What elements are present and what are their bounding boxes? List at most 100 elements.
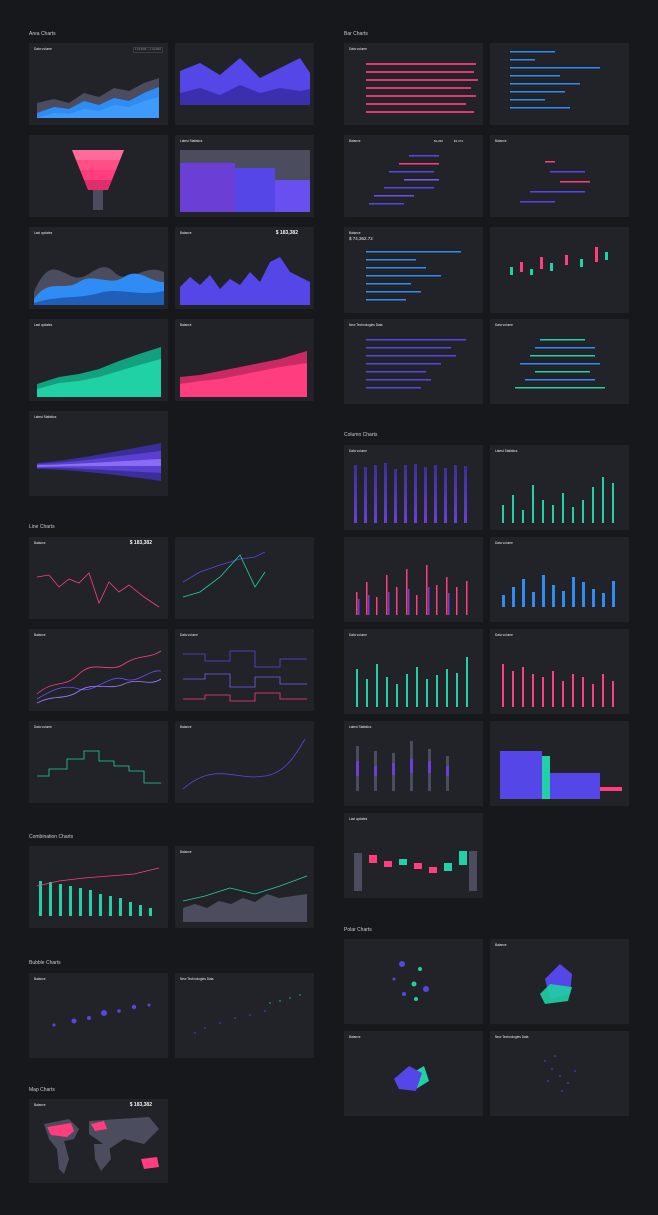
col	[602, 477, 604, 523]
bar	[109, 896, 112, 916]
col	[386, 677, 388, 707]
bubble	[101, 1010, 107, 1016]
chart-bubble-1	[52, 1003, 151, 1027]
range-bar	[515, 387, 605, 389]
bar	[69, 886, 72, 916]
date-range-button[interactable]: 1 Jul 2015 — 1 Jul 2016	[132, 47, 163, 53]
card-title: Balance	[495, 943, 507, 947]
col	[562, 591, 565, 607]
card-area-indigo-2: Balance $ 183,382	[175, 227, 314, 309]
point	[567, 1082, 569, 1084]
card-col-pink	[344, 537, 483, 622]
stream-inner	[37, 459, 161, 467]
col	[446, 766, 449, 776]
col	[456, 673, 458, 707]
card-title: Balance	[180, 323, 192, 327]
step-purple-3	[275, 180, 310, 212]
col	[446, 577, 448, 615]
cols-blue	[502, 575, 615, 607]
bar	[366, 371, 426, 373]
bar	[366, 275, 441, 277]
card-bar-indigo: New Technologies Data	[344, 319, 483, 404]
cols-purple	[358, 587, 450, 615]
card-bar-blue-2: Balance $ 74,362.72	[344, 227, 483, 313]
bar	[366, 71, 474, 73]
card-funnel	[29, 135, 168, 217]
combo-area-grey	[183, 894, 307, 922]
area-series-lightblue	[37, 97, 159, 118]
polar-scatter-points	[544, 1055, 576, 1092]
funnel-step-5	[93, 190, 103, 210]
wf-bar	[414, 863, 422, 869]
col	[424, 467, 427, 523]
chart-polar-dots	[392, 961, 429, 1001]
col	[414, 464, 417, 523]
stream-mid	[37, 451, 161, 473]
col	[532, 485, 534, 523]
point	[234, 1017, 236, 1019]
bar	[366, 87, 471, 89]
card-title: Balance	[349, 231, 361, 235]
point	[264, 1010, 266, 1012]
card-title: Last updates	[34, 323, 53, 327]
step-purple-2	[235, 168, 275, 212]
line-series-teal	[182, 554, 266, 598]
chart-area-stacked-blue	[37, 78, 159, 118]
bar	[79, 888, 82, 916]
card-bar-range-1: Balance $4,260 $3,374	[344, 135, 483, 217]
balance-amount: $ 183,382	[275, 230, 298, 236]
col	[502, 505, 504, 523]
col	[386, 575, 388, 615]
chart-line-teal-step	[37, 750, 161, 784]
curve-pink	[36, 650, 162, 695]
chart-bar-pink	[366, 63, 478, 113]
balance-amount: $ 183,382	[129, 540, 152, 546]
bar	[510, 99, 545, 101]
point	[399, 961, 405, 967]
card-bar-pink: Data volume	[344, 43, 483, 125]
bar	[149, 908, 152, 916]
card-map: Balance $ 183,382	[29, 1099, 168, 1183]
bars-indigo	[366, 339, 466, 389]
card-line-teal-step: Data volume	[29, 721, 168, 803]
map-africa	[94, 1144, 111, 1171]
card-col-pink-2: Data volume	[490, 629, 629, 714]
point	[392, 977, 396, 981]
card-title: Balance	[349, 139, 361, 143]
card-line-multi	[175, 537, 314, 619]
chart-bar-blue	[510, 51, 600, 109]
col	[592, 589, 595, 607]
wf-bar	[354, 853, 362, 891]
col	[376, 664, 378, 707]
bar	[366, 283, 411, 285]
chart-col-pink	[356, 565, 468, 615]
cols-pink	[356, 565, 468, 615]
chart-bar-indigo	[366, 339, 466, 389]
col	[416, 595, 418, 615]
card-title: Latest Statistics	[495, 449, 518, 453]
stat-a: $4,260	[433, 139, 443, 143]
candle	[550, 263, 553, 271]
card-title: Data volume	[349, 449, 367, 453]
bar	[139, 905, 142, 916]
bar	[366, 291, 421, 293]
col	[444, 468, 447, 523]
point	[289, 997, 291, 999]
chart-bar-range-2	[520, 161, 590, 203]
candle	[530, 269, 533, 275]
point	[194, 1032, 196, 1034]
bubble	[117, 1009, 121, 1013]
stat-b: $3,374	[453, 139, 463, 143]
range-bar	[520, 201, 555, 203]
card-title: New Technologies Data	[495, 1035, 529, 1039]
col	[428, 761, 431, 773]
point	[279, 1000, 281, 1002]
point	[551, 1068, 553, 1070]
col	[376, 597, 378, 615]
col	[542, 500, 544, 523]
point	[559, 1075, 561, 1077]
col	[602, 593, 605, 607]
card-title: Balance	[180, 231, 192, 235]
funnel-step-2	[76, 160, 120, 170]
card-col-teal-2: Data volume	[344, 629, 483, 714]
